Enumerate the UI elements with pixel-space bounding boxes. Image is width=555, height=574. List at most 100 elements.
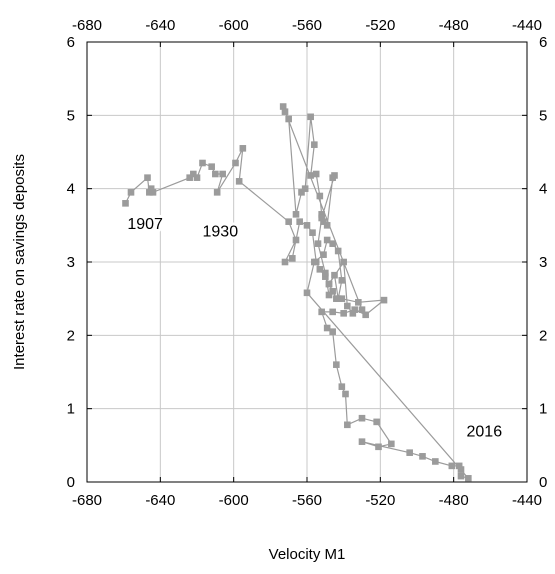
data-point — [334, 247, 342, 255]
data-point — [311, 141, 318, 148]
data-point — [281, 108, 289, 115]
y-tick-label-right: 1 — [539, 401, 547, 418]
gridlines — [86, 41, 528, 483]
x-tick-label-bottom: -480 — [439, 492, 469, 509]
data-point — [219, 170, 226, 178]
y-tick-label-left: 4 — [67, 181, 75, 198]
data-point — [303, 222, 311, 229]
y-tick-label-right: 4 — [539, 181, 547, 198]
data-point — [349, 310, 357, 317]
data-point — [318, 308, 325, 316]
data-point — [320, 251, 327, 258]
data-point — [457, 466, 465, 473]
y-tick-label-right: 5 — [539, 107, 547, 124]
data-point — [285, 115, 292, 123]
data-point — [316, 192, 324, 200]
data-point — [312, 170, 320, 178]
data-point — [147, 185, 155, 192]
data-point — [292, 211, 300, 218]
x-tick-label-bottom: -520 — [365, 492, 395, 509]
data-point — [314, 240, 322, 247]
data-point — [127, 189, 135, 196]
y-tick-label-left: 1 — [67, 401, 75, 418]
data-point — [465, 475, 472, 482]
data-point — [323, 236, 331, 244]
data-point — [303, 289, 311, 297]
data-point — [432, 458, 439, 465]
data-point — [146, 189, 153, 196]
data-point — [338, 383, 346, 390]
data-point — [331, 172, 338, 179]
y-tick-label-right: 3 — [539, 254, 547, 271]
data-point — [373, 418, 380, 426]
data-point — [329, 288, 336, 295]
x-tick-label-bottom: -440 — [512, 492, 542, 509]
data-point — [448, 462, 456, 470]
data-point — [322, 273, 329, 280]
data-point — [344, 302, 351, 310]
data-point — [375, 443, 382, 451]
data-point — [351, 306, 358, 313]
x-tick-label-bottom: -640 — [145, 492, 175, 509]
data-points — [122, 103, 472, 482]
data-point — [318, 211, 325, 218]
y-axis-title: Interest rate on savings deposits — [11, 154, 28, 370]
x-tick-label-bottom: -560 — [292, 492, 322, 509]
annotations: 1907 1930 2016 — [124, 213, 505, 444]
data-point — [329, 240, 336, 247]
data-point — [406, 449, 413, 456]
y-tick-label-right: 6 — [539, 34, 547, 51]
data-point — [340, 258, 347, 266]
data-point — [342, 390, 349, 398]
data-point — [292, 236, 300, 244]
x-tick-label-top: -480 — [439, 17, 469, 34]
data-point — [358, 306, 366, 313]
data-point — [213, 189, 221, 196]
data-point — [388, 440, 395, 448]
year-annotation: 1907 — [127, 216, 163, 233]
data-point — [309, 229, 316, 236]
data-point — [355, 299, 362, 306]
data-point — [149, 189, 157, 196]
data-point — [457, 472, 465, 480]
data-point — [208, 163, 215, 170]
data-point — [340, 310, 347, 317]
y-tick-label-right: 2 — [539, 327, 547, 344]
x-tick-label-top: -520 — [365, 17, 395, 34]
data-point — [285, 218, 292, 225]
data-point — [311, 258, 318, 266]
data-point — [334, 295, 342, 302]
data-point — [232, 159, 239, 167]
data-point — [333, 361, 340, 368]
data-point — [199, 159, 206, 167]
data-point — [281, 258, 289, 266]
data-point — [329, 308, 336, 316]
y-tick-label-left: 3 — [67, 254, 75, 271]
data-point — [235, 178, 243, 185]
data-point — [380, 296, 388, 304]
series-path — [124, 106, 471, 480]
data-point — [362, 311, 369, 319]
series-line — [124, 106, 471, 480]
data-point — [419, 453, 426, 460]
year-annotation: 2016 — [467, 424, 503, 441]
data-point — [316, 266, 324, 273]
y-tick-label-left: 6 — [67, 34, 75, 51]
data-point — [358, 438, 366, 445]
x-tick-label-top: -640 — [145, 17, 175, 34]
axis-ticks: -680 -680 -640 -640 -600 -600 -560 -560 -520 -520… — [67, 17, 548, 509]
x-tick-label-top: -560 — [292, 17, 322, 34]
data-point — [186, 174, 193, 181]
x-tick-label-bottom: -680 — [72, 492, 102, 509]
data-point — [298, 189, 305, 196]
data-point — [307, 113, 314, 121]
year-annotation: 1930 — [203, 223, 239, 240]
x-tick-label-bottom: -600 — [219, 492, 249, 509]
data-point — [190, 170, 197, 178]
y-tick-label-left: 5 — [67, 107, 75, 124]
data-point — [122, 200, 129, 207]
data-point — [279, 103, 287, 110]
data-point — [338, 295, 346, 302]
x-tick-label-top: -440 — [512, 17, 542, 34]
